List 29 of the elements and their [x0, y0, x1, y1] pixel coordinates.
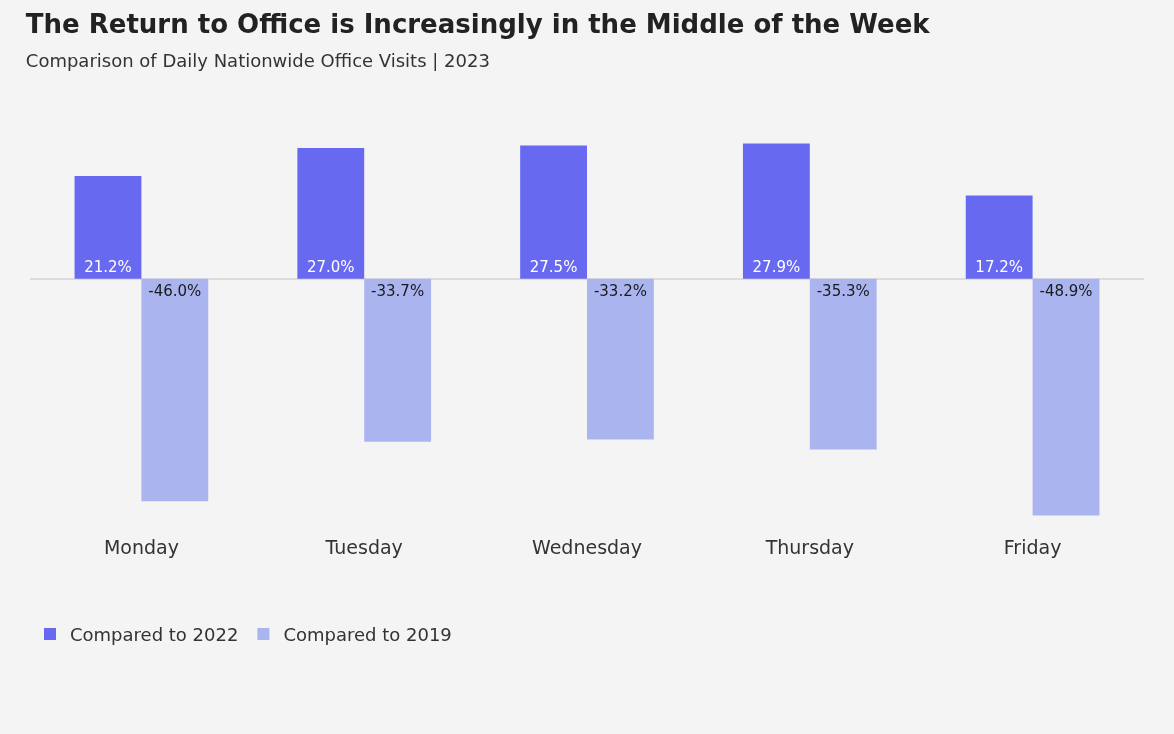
bar — [520, 145, 587, 279]
data-label: 27.0% — [306, 257, 355, 276]
chart-title: The Return to Office is Increasingly in the Middle of the Week — [25, 9, 931, 40]
bar — [742, 143, 810, 279]
bar — [965, 195, 1033, 279]
data-label: -46.0% — [148, 281, 202, 300]
data-label: -48.9% — [1039, 281, 1093, 300]
bar — [587, 278, 654, 440]
x-tick-label: Friday — [1003, 536, 1062, 558]
data-label: -33.7% — [371, 281, 425, 300]
data-label: -35.3% — [816, 281, 870, 300]
x-tick-label: Thursday — [764, 536, 854, 558]
x-tick-label: Wednesday — [531, 536, 643, 558]
bar — [141, 278, 209, 502]
chart-subtitle: Comparison of Daily Nationwide Office Visits | 2023 — [25, 49, 490, 71]
bar — [74, 176, 142, 279]
data-label: 27.9% — [752, 257, 801, 276]
x-tick-label: Monday — [103, 536, 179, 558]
bar — [809, 278, 877, 450]
legend-label: Compared to 2019 — [283, 624, 452, 646]
data-label: -33.2% — [593, 281, 647, 300]
bar — [364, 278, 432, 442]
legend-label: Compared to 2022 — [70, 624, 239, 646]
bar — [1032, 278, 1100, 516]
data-label: 27.5% — [529, 257, 578, 276]
bar — [297, 147, 365, 279]
data-label: 17.2% — [975, 257, 1024, 276]
x-tick-label: Tuesday — [324, 536, 403, 558]
data-label: 21.2% — [84, 257, 132, 276]
